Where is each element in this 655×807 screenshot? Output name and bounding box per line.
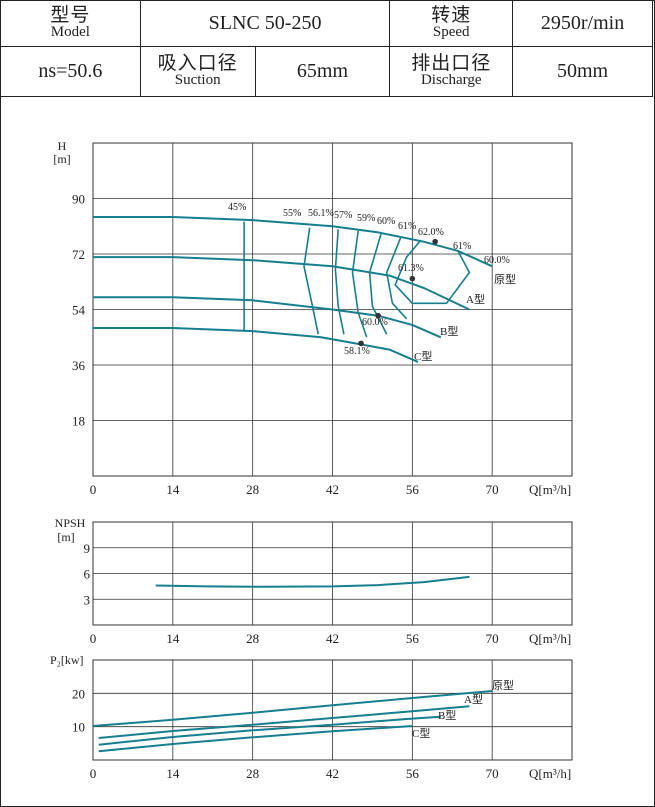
- y-axis-unit-head: [m]: [53, 152, 70, 166]
- efficiency-label: 45%: [228, 202, 246, 213]
- x-tick-label: 56: [406, 631, 420, 646]
- head-series-label: C型: [414, 349, 432, 363]
- head-curve: [93, 216, 493, 268]
- x-tick-label: 0: [90, 482, 97, 497]
- model-label-en: Model: [50, 24, 90, 40]
- power-curve: [98, 705, 470, 739]
- y-tick-label: 72: [72, 247, 85, 262]
- speed-label-en: Speed: [432, 24, 470, 40]
- spec-header-table: 型号 Model SLNC 50-250 转速 Speed 2950r/min …: [0, 0, 653, 97]
- x-tick-label: 42: [326, 631, 339, 646]
- head-series-label: B型: [440, 324, 458, 338]
- power-series-label: B型: [438, 708, 456, 722]
- power-curve: [98, 715, 441, 746]
- discharge-value: 50mm: [512, 46, 653, 97]
- efficiency-contour: [303, 227, 319, 335]
- efficiency-label: 60.0%: [484, 255, 510, 266]
- head-series-label: A型: [466, 292, 485, 306]
- operating-point: [358, 340, 364, 347]
- efficiency-label: 56.1%: [308, 208, 334, 219]
- y-axis-label-head: H: [58, 139, 67, 153]
- efficiency-label: 62.0%: [418, 227, 444, 238]
- speed-label-cn: 转速: [431, 5, 472, 26]
- suction-value: 65mm: [254, 46, 391, 97]
- efficiency-contour: [368, 233, 388, 335]
- efficiency-label: 58.1%: [344, 346, 370, 357]
- x-tick-label: 42: [326, 482, 339, 497]
- power-series-label: C型: [412, 726, 430, 740]
- x-tick-label: 14: [166, 482, 180, 497]
- suction-label-cell: 吸入口径 Suction: [139, 46, 256, 97]
- model-value: SLNC 50-250: [139, 0, 391, 47]
- x-axis-label: Q[m³/h]: [529, 766, 571, 781]
- power-curve: [98, 725, 413, 753]
- spec-row-1: 型号 Model SLNC 50-250 转速 Speed 2950r/min: [0, 0, 653, 47]
- speed-label-cell: 转速 Speed: [389, 0, 514, 47]
- ns-value: ns=50.6: [0, 46, 141, 97]
- x-tick-label: 70: [486, 482, 499, 497]
- operating-point: [432, 238, 438, 245]
- head-curve: [93, 327, 419, 363]
- x-tick-label: 70: [486, 766, 499, 781]
- x-tick-label: 14: [166, 766, 180, 781]
- x-tick-label: 56: [406, 482, 420, 497]
- x-tick-label: 0: [90, 766, 97, 781]
- efficiency-label: 55%: [283, 208, 301, 219]
- head-curve: [93, 256, 470, 311]
- efficiency-label: 57%: [334, 210, 352, 221]
- x-axis-label: Q[m³/h]: [529, 631, 571, 646]
- efficiency-label: 61%: [453, 241, 471, 252]
- npsh-curve: [155, 575, 470, 588]
- x-tick-label: 14: [166, 631, 180, 646]
- x-tick-label: 42: [326, 766, 339, 781]
- y-tick-label: 3: [84, 592, 91, 607]
- x-tick-label: 28: [246, 631, 259, 646]
- efficiency-label: 61%: [398, 221, 416, 232]
- x-tick-label: 0: [90, 631, 97, 646]
- y-axis-label-npsh: NPSH: [55, 516, 86, 530]
- efficiency-contour: [334, 229, 345, 335]
- y-tick-label: 6: [84, 567, 91, 582]
- head-curve: [93, 296, 442, 339]
- speed-value: 2950r/min: [512, 0, 653, 47]
- discharge-label-en: Discharge: [420, 72, 482, 88]
- power-curve: [92, 690, 493, 727]
- head-series-label: 原型: [494, 272, 516, 286]
- efficiency-label: 60.0%: [362, 317, 388, 328]
- efficiency-contour: [394, 239, 471, 305]
- y-tick-label: 54: [72, 303, 86, 318]
- x-tick-label: 28: [246, 482, 259, 497]
- efficiency-label: 59%: [357, 213, 375, 224]
- operating-point: [409, 275, 416, 282]
- efficiency-contour: [351, 230, 368, 338]
- efficiency-label: 60%: [377, 216, 395, 227]
- x-tick-label: 56: [406, 766, 420, 781]
- x-tick-label: 28: [246, 766, 259, 781]
- suction-label-cn: 吸入口径: [157, 53, 238, 74]
- x-tick-label: 70: [486, 631, 499, 646]
- power-series-label: A型: [464, 692, 483, 706]
- model-label-cn: 型号: [50, 5, 91, 26]
- operating-point: [375, 312, 381, 319]
- x-axis-label: Q[m³/h]: [529, 482, 571, 497]
- suction-label-en: Suction: [174, 72, 221, 88]
- discharge-label-cn: 排出口径: [411, 53, 492, 74]
- spec-row-2: ns=50.6 吸入口径 Suction 65mm 排出口径 Discharge…: [0, 46, 653, 97]
- y-tick-label: 36: [72, 358, 86, 373]
- y-tick-label: 20: [72, 686, 85, 701]
- y-tick-label: 10: [72, 720, 85, 735]
- discharge-label-cell: 排出口径 Discharge: [389, 46, 514, 97]
- y-tick-label: 90: [72, 192, 85, 207]
- power-series-label: 原型: [492, 678, 514, 692]
- efficiency-label: 61.3%: [398, 263, 424, 274]
- y-axis-unit-npsh: [m]: [57, 530, 74, 544]
- y-axis-label-power: P₂[kw]: [50, 653, 84, 667]
- y-tick-label: 9: [84, 541, 91, 556]
- efficiency-contour: [385, 236, 408, 320]
- y-tick-label: 18: [72, 414, 85, 429]
